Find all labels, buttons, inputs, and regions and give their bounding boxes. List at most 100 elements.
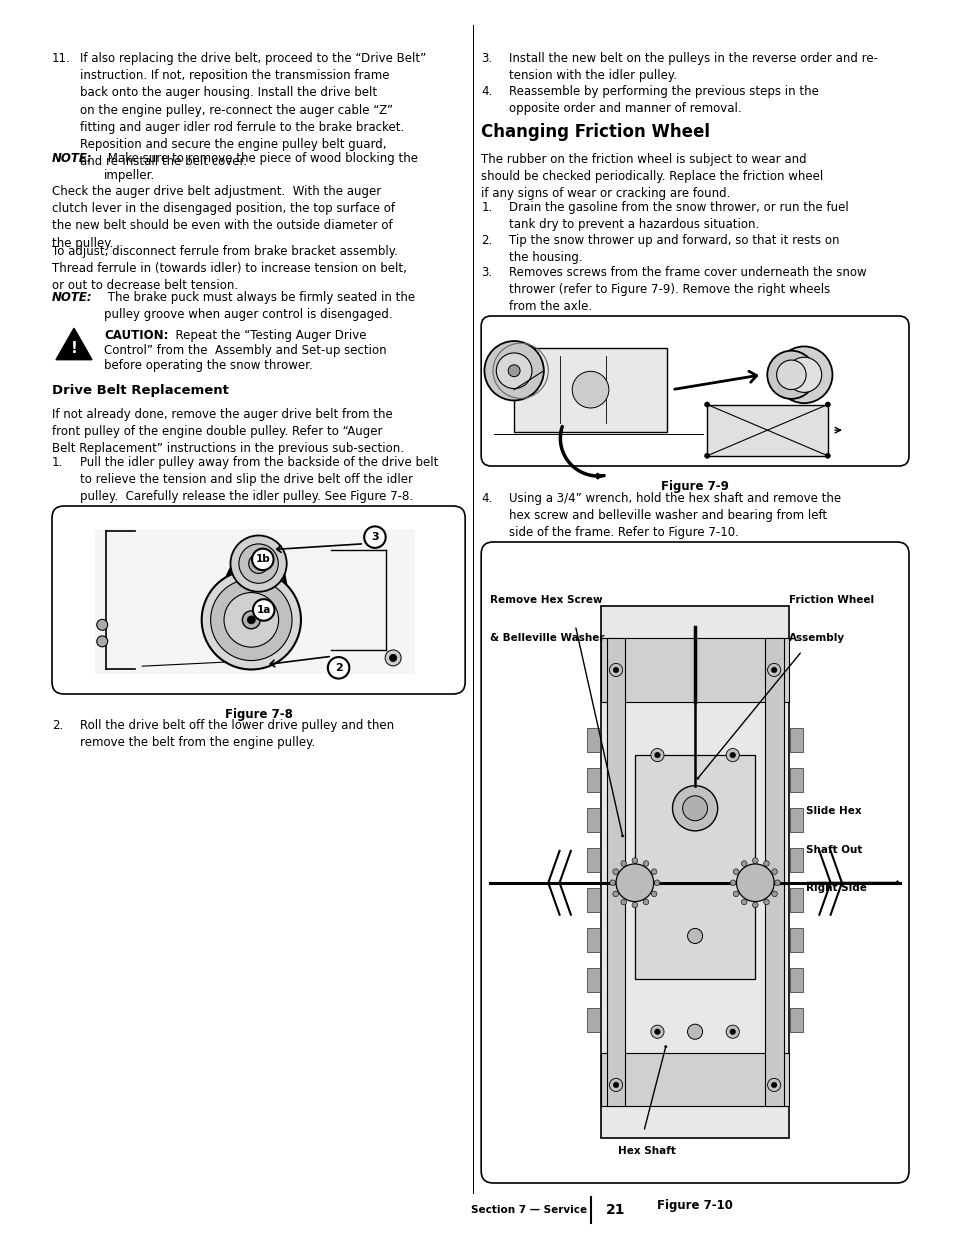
Circle shape	[389, 655, 396, 662]
Circle shape	[824, 403, 829, 408]
Bar	[586, 968, 599, 992]
Text: Assembly: Assembly	[788, 634, 844, 643]
Circle shape	[247, 616, 255, 624]
FancyBboxPatch shape	[480, 316, 908, 466]
Text: Figure 7-9: Figure 7-9	[660, 480, 728, 493]
Text: 2.: 2.	[52, 719, 63, 732]
Text: Figure 7-8: Figure 7-8	[224, 708, 293, 721]
Bar	[514, 348, 666, 431]
Circle shape	[211, 579, 292, 661]
Text: Friction Wheel: Friction Wheel	[788, 595, 873, 605]
Text: Hex Shaft: Hex Shaft	[618, 1146, 676, 1156]
Text: To adjust, disconnect ferrule from brake bracket assembly.
Thread ferrule in (to: To adjust, disconnect ferrule from brake…	[52, 245, 406, 293]
Circle shape	[687, 1024, 702, 1040]
Text: Install the new belt on the pulleys in the reverse order and re-
tension with th: Install the new belt on the pulleys in t…	[509, 52, 878, 83]
Circle shape	[687, 929, 702, 944]
Circle shape	[253, 599, 274, 621]
Circle shape	[771, 890, 777, 897]
Circle shape	[613, 1082, 618, 1088]
Text: 1b: 1b	[255, 555, 270, 564]
Text: If also replacing the drive belt, proceed to the “Drive Belt”
instruction. If no: If also replacing the drive belt, procee…	[80, 52, 426, 168]
Bar	[789, 927, 802, 952]
Bar	[586, 927, 599, 952]
Circle shape	[774, 879, 780, 885]
Text: Check the auger drive belt adjustment.  With the auger
clutch lever in the disen: Check the auger drive belt adjustment. W…	[52, 185, 395, 249]
Bar	[600, 1053, 788, 1107]
Circle shape	[96, 620, 108, 630]
Circle shape	[484, 341, 543, 400]
Circle shape	[609, 1078, 622, 1092]
Circle shape	[733, 890, 739, 897]
Text: Section 7 — Service: Section 7 — Service	[470, 1205, 586, 1215]
Circle shape	[651, 890, 657, 897]
Circle shape	[201, 571, 300, 669]
Text: 1.: 1.	[480, 201, 492, 214]
Circle shape	[725, 1025, 739, 1039]
Circle shape	[752, 858, 758, 863]
Circle shape	[775, 347, 832, 403]
Circle shape	[729, 1029, 735, 1035]
Bar	[789, 1008, 802, 1031]
Bar	[789, 808, 802, 832]
Circle shape	[767, 663, 780, 677]
Circle shape	[654, 879, 659, 885]
Text: Figure 7-10: Figure 7-10	[657, 1199, 732, 1212]
Bar	[586, 1008, 599, 1031]
Circle shape	[654, 1029, 659, 1035]
Circle shape	[771, 1082, 776, 1088]
Circle shape	[620, 861, 626, 866]
Text: If not already done, remove the auger drive belt from the
front pulley of the en: If not already done, remove the auger dr…	[52, 408, 403, 456]
Circle shape	[736, 864, 773, 902]
Text: Right Side: Right Side	[805, 883, 866, 893]
Bar	[586, 808, 599, 832]
Circle shape	[725, 748, 739, 762]
Circle shape	[704, 453, 709, 458]
Text: Repeat the “Testing Auger Drive: Repeat the “Testing Auger Drive	[168, 329, 366, 342]
Bar	[789, 888, 802, 911]
Text: 3: 3	[371, 532, 378, 542]
Bar	[789, 729, 802, 752]
FancyBboxPatch shape	[52, 506, 465, 694]
Text: 2.: 2.	[480, 233, 492, 247]
Text: !: !	[71, 341, 77, 357]
Text: Changing Friction Wheel: Changing Friction Wheel	[480, 124, 709, 141]
Text: Drive Belt Replacement: Drive Belt Replacement	[52, 384, 229, 396]
Bar	[586, 848, 599, 872]
Circle shape	[385, 650, 400, 666]
Text: 4.: 4.	[480, 85, 492, 98]
Circle shape	[729, 752, 735, 758]
FancyBboxPatch shape	[480, 542, 908, 1183]
Circle shape	[508, 364, 519, 377]
Text: Slide Hex: Slide Hex	[805, 806, 862, 816]
Bar	[586, 888, 599, 911]
Circle shape	[238, 543, 278, 583]
Bar	[606, 638, 625, 1107]
Circle shape	[650, 1025, 663, 1039]
Text: 21: 21	[605, 1203, 624, 1216]
Circle shape	[672, 785, 717, 831]
Circle shape	[762, 899, 768, 905]
Circle shape	[249, 553, 268, 573]
Bar	[634, 755, 755, 978]
Circle shape	[654, 752, 659, 758]
Circle shape	[612, 869, 618, 874]
Circle shape	[364, 526, 385, 548]
Circle shape	[328, 657, 349, 678]
Circle shape	[620, 899, 626, 905]
Circle shape	[255, 561, 262, 567]
Circle shape	[730, 879, 735, 885]
Bar	[789, 848, 802, 872]
Text: Removes screws from the frame cover underneath the snow
thrower (refer to Figure: Removes screws from the frame cover unde…	[509, 266, 866, 314]
Text: & Belleville Washer: & Belleville Washer	[489, 634, 603, 643]
Text: NOTE:: NOTE:	[52, 152, 92, 165]
Circle shape	[632, 902, 637, 908]
Text: 3.: 3.	[480, 52, 492, 65]
Text: 1a: 1a	[256, 605, 271, 615]
Circle shape	[704, 403, 709, 408]
Circle shape	[642, 861, 648, 866]
Text: Make sure to remove the piece of wood blocking the
impeller.: Make sure to remove the piece of wood bl…	[104, 152, 417, 183]
Circle shape	[252, 548, 274, 571]
Text: Pull the idler pulley away from the backside of the drive belt
to relieve the te: Pull the idler pulley away from the back…	[80, 456, 438, 504]
Circle shape	[767, 1078, 780, 1092]
Text: Reassemble by performing the previous steps in the
opposite order and manner of : Reassemble by performing the previous st…	[509, 85, 819, 115]
